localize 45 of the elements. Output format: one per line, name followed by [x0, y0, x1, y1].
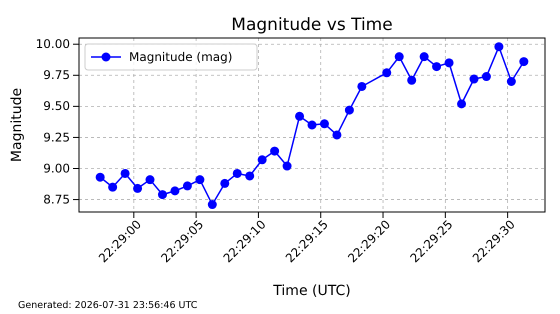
point [220, 178, 230, 188]
x-axis-title: Time (UTC) [272, 283, 351, 299]
text: Generated: 2026-07-31 23:56:46 UTC [18, 300, 198, 311]
point [195, 175, 204, 184]
point [258, 155, 267, 164]
point [494, 42, 504, 52]
point [332, 130, 342, 140]
y-tick-label: 9.50 [43, 99, 70, 114]
point [407, 76, 416, 85]
point [146, 175, 155, 184]
point [295, 112, 304, 121]
point [96, 172, 105, 182]
point [270, 146, 280, 156]
point [506, 77, 516, 86]
point [208, 200, 217, 210]
point [282, 162, 292, 171]
point [420, 52, 429, 62]
point [133, 184, 142, 193]
point [158, 190, 167, 200]
point [357, 82, 366, 91]
y-tick-label: 8.75 [43, 192, 70, 206]
point [232, 168, 242, 178]
point [170, 186, 180, 196]
point [182, 181, 192, 190]
point [308, 120, 317, 130]
point [120, 168, 130, 178]
point [382, 68, 392, 78]
point [482, 72, 491, 82]
point [432, 62, 442, 72]
point [245, 171, 254, 180]
y-tick-label: 9.25 [43, 130, 70, 144]
point [394, 52, 404, 62]
legend-label: Magnitude (mag) [129, 50, 232, 64]
y-tick-label: 9.75 [43, 68, 70, 82]
point [320, 119, 329, 128]
point [444, 58, 454, 68]
point [108, 182, 118, 192]
y-axis-title: Magnitude [9, 88, 25, 162]
point [469, 74, 478, 84]
chart-title: Magnitude vs Time [231, 15, 393, 35]
y-tick-label: 10.00 [36, 37, 70, 52]
y-tick-label: 9.00 [43, 161, 70, 176]
point [519, 57, 528, 66]
point [457, 99, 466, 108]
point [344, 106, 354, 115]
